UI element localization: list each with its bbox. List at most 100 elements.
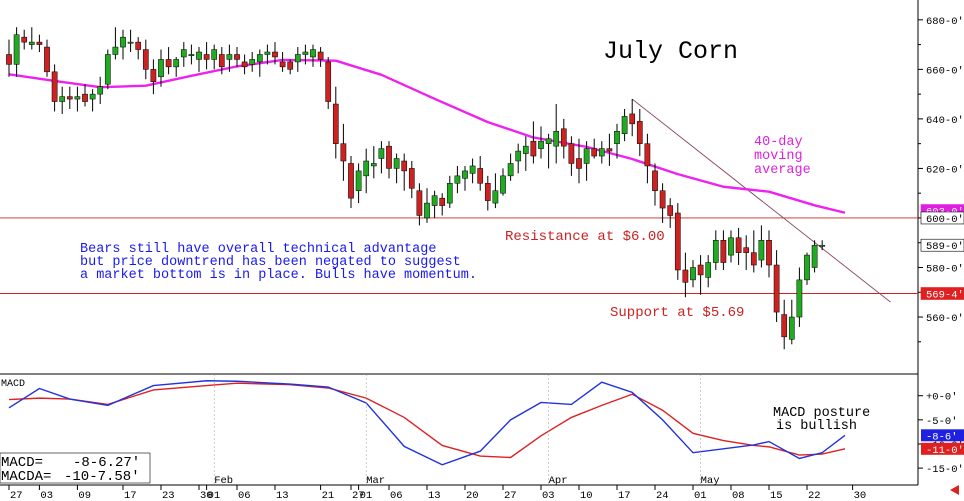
- candle: [492, 173, 499, 209]
- candle: [408, 160, 415, 199]
- candle-body: [454, 175, 461, 184]
- candle-body: [606, 148, 613, 152]
- candle-body: [386, 145, 392, 169]
- candle-body: [750, 252, 757, 266]
- candle-body: [302, 51, 309, 55]
- month-label: Feb: [214, 475, 233, 487]
- candle-body: [355, 170, 362, 191]
- candle-body: [492, 190, 499, 204]
- candle: [348, 156, 354, 209]
- candle: [530, 121, 537, 164]
- candle: [690, 260, 696, 288]
- date-tick-label: 27: [352, 490, 365, 501]
- candle-body: [211, 49, 218, 60]
- date-tick-label: 15: [770, 490, 783, 501]
- candle: [28, 27, 35, 50]
- candle: [796, 267, 803, 327]
- bear-note: Bears still have overall technical advan…: [80, 242, 477, 283]
- scroll-right-arrow-icon[interactable]: [950, 485, 959, 495]
- candle: [44, 39, 50, 77]
- candle: [583, 141, 590, 181]
- candle: [424, 188, 430, 223]
- candle: [682, 252, 689, 298]
- price-tag-box: [920, 211, 964, 225]
- candle: [743, 235, 750, 270]
- candle-body: [583, 148, 590, 164]
- candle: [515, 143, 522, 174]
- candle: [750, 230, 757, 273]
- candle: [21, 29, 28, 50]
- macd-tick-label: -5-0': [926, 416, 958, 428]
- candle: [264, 44, 271, 65]
- date-tick-label: 20: [466, 490, 479, 501]
- candle: [439, 193, 446, 216]
- ma-label-line-2: moving: [754, 149, 803, 164]
- candle-body: [530, 140, 537, 157]
- date-tick-label: 13: [276, 490, 289, 501]
- macd-readout: MACD= -8-6.27' MACDA= -10-7.58': [0, 452, 151, 485]
- candle-body: [712, 240, 719, 263]
- candle: [454, 165, 461, 194]
- candle: [674, 203, 681, 280]
- candle: [294, 47, 301, 72]
- candle: [659, 183, 666, 223]
- candle: [256, 49, 263, 77]
- chart-title: July Corn: [603, 37, 738, 66]
- candle-body: [629, 113, 636, 125]
- date-tick-label: 01: [694, 490, 707, 501]
- macd-panel: +0-0'-5-0'-10-0'-15-0'-8-6'-11-0': [8, 380, 964, 476]
- candle: [127, 29, 134, 53]
- candle-body: [325, 61, 332, 102]
- candle: [363, 148, 370, 194]
- price-tick-label: 620-0': [926, 164, 964, 176]
- candle-body: [150, 69, 157, 82]
- candle: [553, 104, 560, 164]
- macd-readout-value: -8-6.27': [73, 455, 140, 471]
- candle: [6, 39, 12, 77]
- macd-tag-label: -11-0': [926, 445, 964, 457]
- candle: [697, 255, 704, 295]
- candle: [401, 153, 408, 191]
- candle: [188, 44, 195, 65]
- candle: [340, 123, 347, 181]
- price-tag-label: 600-0': [926, 214, 964, 226]
- candle-body: [674, 212, 681, 271]
- candle: [226, 44, 233, 72]
- date-tick-label: 06: [390, 490, 403, 501]
- candle: [89, 89, 96, 112]
- candle: [652, 163, 658, 206]
- candle-body: [28, 41, 35, 45]
- candle-body: [507, 163, 514, 177]
- candle-body: [241, 61, 248, 68]
- price-tick-label: 580-0': [926, 263, 964, 275]
- candle-body: [363, 160, 370, 177]
- candle: [667, 198, 674, 228]
- date-tick-label: 09: [78, 490, 91, 501]
- candle: [393, 153, 400, 184]
- candle-body: [196, 51, 202, 60]
- candle: [462, 165, 468, 191]
- candle: [416, 183, 423, 226]
- candle: [279, 52, 286, 72]
- candle-body: [804, 254, 810, 281]
- candle: [196, 47, 202, 72]
- candle-body: [416, 190, 423, 216]
- candle-body: [591, 148, 598, 157]
- candle-body: [51, 71, 58, 102]
- candle-body: [294, 54, 301, 63]
- candle: [310, 44, 316, 67]
- date-tick-label: 06: [238, 490, 251, 501]
- date-tick-label: 21: [322, 490, 335, 501]
- candle-body: [522, 145, 529, 154]
- candle-body: [568, 143, 575, 164]
- macd-tick-label: +0-0': [926, 392, 958, 404]
- note-line-1: Bears still have overall technical advan…: [80, 242, 436, 257]
- candle: [142, 39, 149, 80]
- candle-body: [469, 165, 476, 174]
- date-tick-label: 23: [162, 490, 175, 501]
- candle-body: [484, 183, 491, 201]
- candle-body: [264, 51, 271, 55]
- candle-body: [44, 46, 50, 73]
- candle-body: [89, 93, 96, 100]
